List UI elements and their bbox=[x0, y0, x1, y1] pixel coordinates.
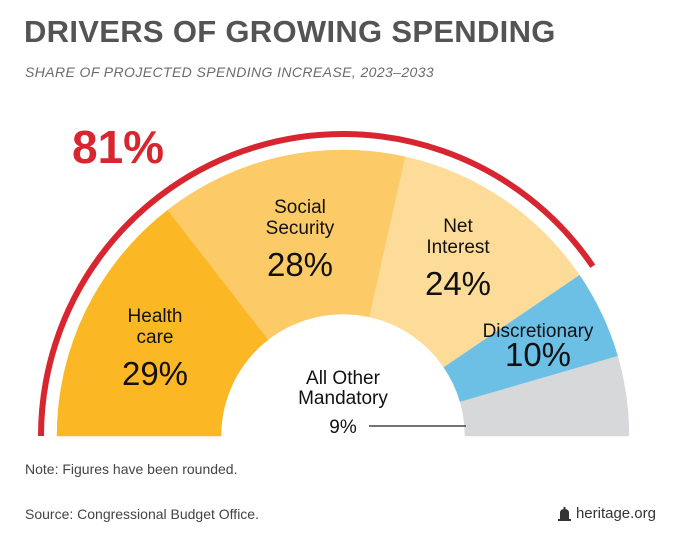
slice-all-other-mandatory bbox=[459, 355, 630, 437]
slice-value: 28% bbox=[267, 246, 333, 283]
footnote: Note: Figures have been rounded. bbox=[25, 461, 238, 477]
bracket-layer: 81% bbox=[38, 121, 596, 437]
slice-name-line: Health bbox=[128, 306, 183, 327]
bell-logo-icon bbox=[557, 506, 571, 521]
slices-layer bbox=[56, 149, 630, 437]
chart-subtitle: SHARE OF PROJECTED SPENDING INCREASE, 20… bbox=[25, 64, 435, 80]
slice-name-line: Social bbox=[274, 197, 326, 218]
source-note: Source: Congressional Budget Office. bbox=[25, 506, 259, 522]
slice-social-security bbox=[167, 149, 406, 340]
slice-name-line: Interest bbox=[426, 237, 490, 258]
slice-name-line: All Other bbox=[306, 368, 381, 389]
slice-name-line: Net bbox=[443, 216, 473, 237]
slice-value: 9% bbox=[329, 417, 357, 438]
bracket-arc bbox=[38, 131, 596, 437]
chart-title: DRIVERS OF GROWING SPENDING bbox=[24, 14, 556, 49]
slice-value: 24% bbox=[425, 265, 491, 302]
slice-name-line: Security bbox=[266, 218, 335, 239]
slice-name-line: Mandatory bbox=[298, 388, 388, 409]
brand-text: heritage.org bbox=[575, 505, 656, 522]
slice-value: 29% bbox=[122, 355, 188, 392]
slice-health-care bbox=[56, 209, 269, 437]
brand-link[interactable]: heritage.org bbox=[557, 505, 656, 522]
slice-name-line: Discretionary bbox=[483, 321, 594, 342]
slice-value: 10% bbox=[505, 336, 571, 373]
slice-name-line: care bbox=[137, 327, 174, 348]
slice-net-interest bbox=[369, 156, 580, 368]
bracket-label: 81% bbox=[72, 121, 164, 173]
